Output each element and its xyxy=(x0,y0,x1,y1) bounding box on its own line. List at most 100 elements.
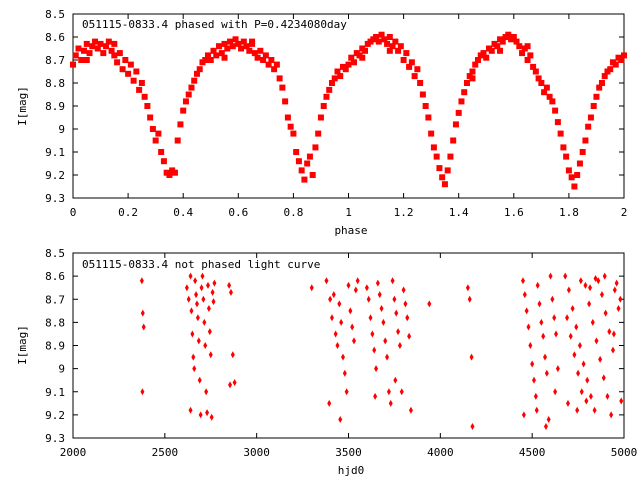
data-point xyxy=(348,54,355,61)
data-point xyxy=(386,388,391,396)
data-point xyxy=(160,158,167,165)
data-point xyxy=(399,388,404,396)
data-point xyxy=(295,158,302,165)
data-point xyxy=(111,52,118,59)
data-point xyxy=(383,337,388,345)
unphased-ylabel: I[mag] xyxy=(16,325,29,365)
data-point xyxy=(282,98,289,105)
data-point xyxy=(587,114,594,121)
y-tick-label: 9.1 xyxy=(45,146,65,159)
data-point xyxy=(568,332,573,340)
data-point xyxy=(232,379,237,386)
data-point xyxy=(339,318,344,326)
data-point xyxy=(541,89,548,96)
phased-title: 051115-0833.4 phased with P=0.4234080day xyxy=(82,18,347,31)
data-point xyxy=(535,281,540,289)
data-point xyxy=(619,397,624,405)
data-point xyxy=(72,52,79,59)
data-point xyxy=(207,57,214,63)
data-point xyxy=(195,314,200,322)
data-point xyxy=(309,172,316,178)
data-point xyxy=(417,80,424,86)
data-point xyxy=(301,176,308,183)
data-point xyxy=(130,77,137,84)
y-tick-label: 8.7 xyxy=(45,293,65,306)
data-point xyxy=(196,337,201,345)
data-point xyxy=(601,374,606,382)
data-point xyxy=(393,376,398,384)
data-point xyxy=(601,73,608,80)
data-point xyxy=(359,54,366,61)
data-point xyxy=(374,365,379,373)
data-point xyxy=(171,169,178,176)
data-point xyxy=(199,284,204,292)
data-point xyxy=(232,36,239,43)
data-point xyxy=(78,57,85,63)
data-point xyxy=(262,52,269,59)
data-point xyxy=(202,57,209,63)
data-point xyxy=(315,130,322,137)
data-point xyxy=(581,360,586,368)
data-point xyxy=(197,376,202,384)
data-point xyxy=(544,369,549,377)
unphased-ticks: 2000 2500 3000 3500 4000 4500 5000 8.5 8.6 8.7 8.8… xyxy=(45,247,637,459)
x-tick-label: 0.8 xyxy=(283,206,303,219)
data-point xyxy=(342,369,347,377)
data-point xyxy=(574,172,581,178)
data-point xyxy=(331,75,338,82)
data-point xyxy=(524,43,531,50)
data-point xyxy=(141,323,146,331)
data-point xyxy=(198,411,203,419)
data-point xyxy=(605,392,610,400)
data-point xyxy=(524,57,531,63)
data-point xyxy=(328,80,335,86)
data-point xyxy=(377,291,382,299)
data-point xyxy=(196,66,203,73)
data-point xyxy=(425,114,432,121)
data-point xyxy=(554,330,559,338)
phased-xlabel: phase xyxy=(334,224,367,237)
data-point xyxy=(194,291,199,299)
data-point xyxy=(541,332,546,340)
x-tick-label: 1.8 xyxy=(559,206,579,219)
data-point xyxy=(422,103,429,109)
data-point xyxy=(373,392,378,400)
data-point xyxy=(111,40,118,47)
data-point xyxy=(81,47,88,54)
data-point xyxy=(212,279,217,287)
data-point xyxy=(436,165,443,172)
data-point xyxy=(320,103,327,109)
data-point xyxy=(419,91,426,98)
data-point xyxy=(177,121,184,128)
data-point xyxy=(513,38,520,45)
data-point xyxy=(598,80,605,86)
data-point xyxy=(403,300,408,308)
data-point xyxy=(554,119,561,126)
data-point xyxy=(370,330,375,338)
data-point xyxy=(521,411,526,419)
data-point xyxy=(555,365,560,373)
x-tick-label: 3500 xyxy=(335,446,362,459)
data-point xyxy=(103,43,110,50)
data-point xyxy=(452,121,459,128)
data-point xyxy=(406,63,413,70)
data-point xyxy=(407,332,412,340)
unphased-panel: 051115-0833.4 not phased light curve hjd… xyxy=(16,247,637,477)
data-point xyxy=(530,360,535,368)
data-point xyxy=(260,57,267,63)
data-point xyxy=(447,153,454,160)
data-point xyxy=(463,80,470,86)
data-point xyxy=(566,286,571,294)
data-point xyxy=(213,52,220,59)
data-point xyxy=(368,314,373,322)
data-point xyxy=(469,68,476,75)
unphased-xlabel: hjd0 xyxy=(338,464,365,477)
x-tick-label: 0 xyxy=(70,206,77,219)
data-point xyxy=(335,342,340,349)
data-point xyxy=(249,38,256,45)
data-point xyxy=(611,330,616,338)
y-tick-label: 8.5 xyxy=(45,247,65,260)
data-point xyxy=(467,295,472,303)
x-tick-label: 5000 xyxy=(611,446,638,459)
data-point xyxy=(327,399,332,407)
